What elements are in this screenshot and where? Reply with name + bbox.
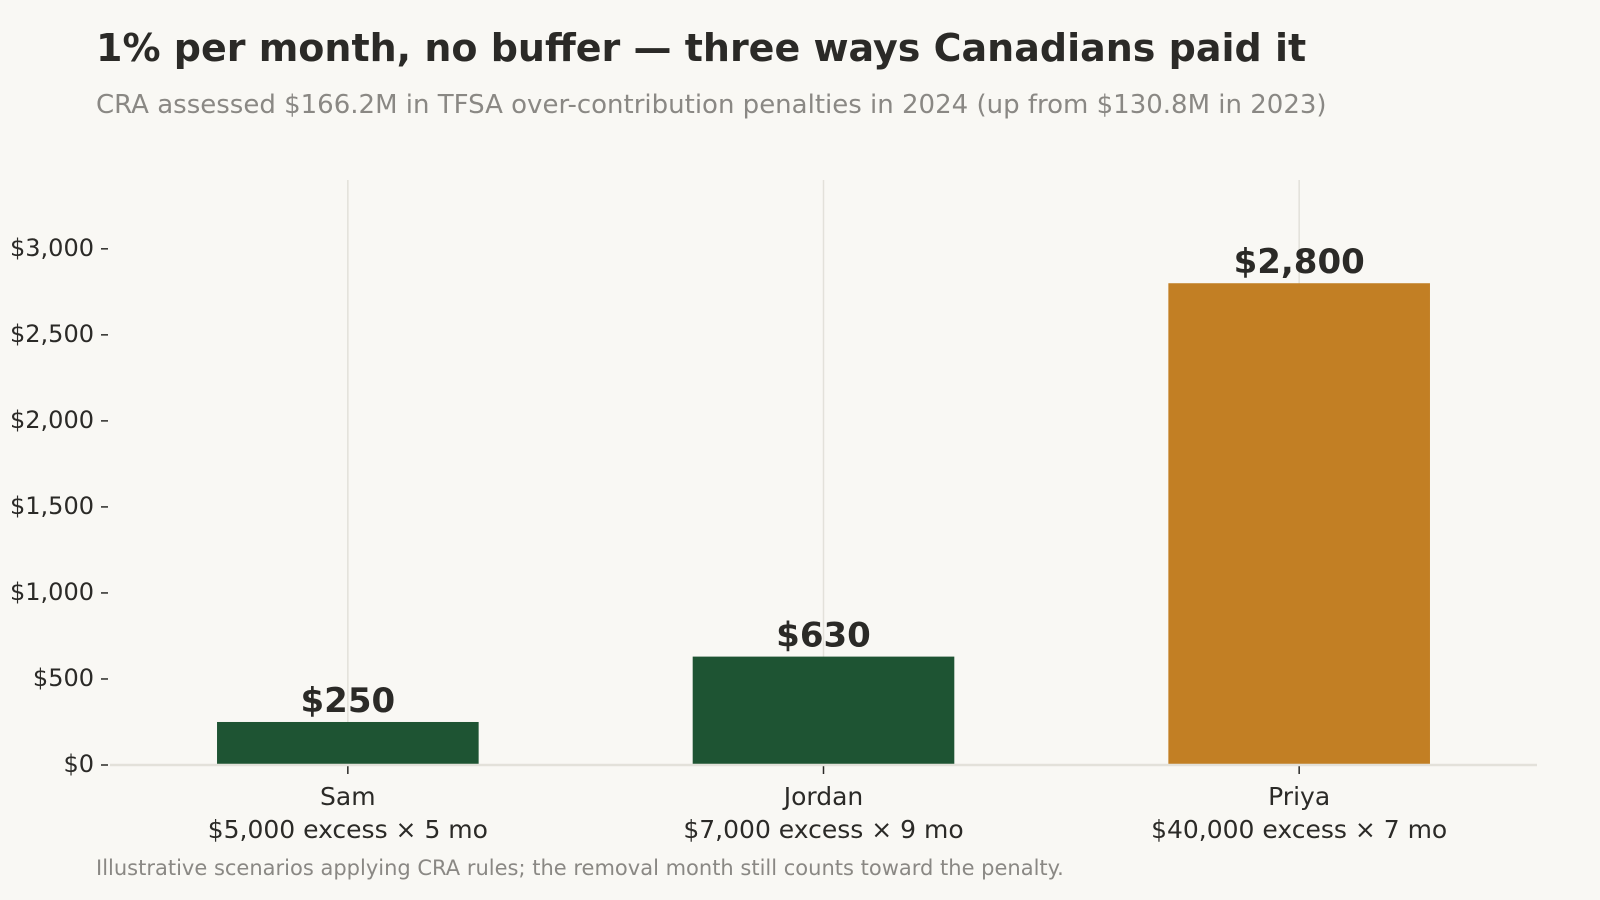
y-tick-label-3: $1,500: [10, 492, 94, 520]
y-tick-label-4: $2,000: [10, 406, 94, 434]
y-tick-label-0: $0: [63, 750, 94, 778]
value-label-0: $250: [301, 681, 396, 721]
x-tick-label-1: Jordan: [782, 782, 864, 811]
x-tick-label-2: Priya: [1268, 782, 1330, 811]
value-label-1: $630: [776, 616, 871, 656]
y-tick-label-1: $500: [33, 664, 94, 692]
bar-jordan: [692, 656, 955, 765]
chart-subtitle: CRA assessed $166.2M in TFSA over-contri…: [96, 90, 1327, 120]
y-tick-label-5: $2,500: [10, 320, 94, 348]
x-tick-sublabel-0: $5,000 excess × 5 mo: [208, 815, 488, 844]
x-tick-sublabel-2: $40,000 excess × 7 mo: [1151, 815, 1447, 844]
y-tick-label-6: $3,000: [10, 234, 94, 262]
chart-title: 1% per month, no buffer — three ways Can…: [96, 26, 1307, 70]
bar-priya: [1168, 283, 1430, 765]
bar-sam: [217, 721, 479, 765]
x-tick-sublabel-1: $7,000 excess × 9 mo: [683, 815, 963, 844]
y-tick-label-2: $1,000: [10, 578, 94, 606]
chart-footnote: Illustrative scenarios applying CRA rule…: [96, 856, 1064, 880]
value-label-2: $2,800: [1234, 242, 1365, 282]
x-tick-label-0: Sam: [320, 782, 376, 811]
